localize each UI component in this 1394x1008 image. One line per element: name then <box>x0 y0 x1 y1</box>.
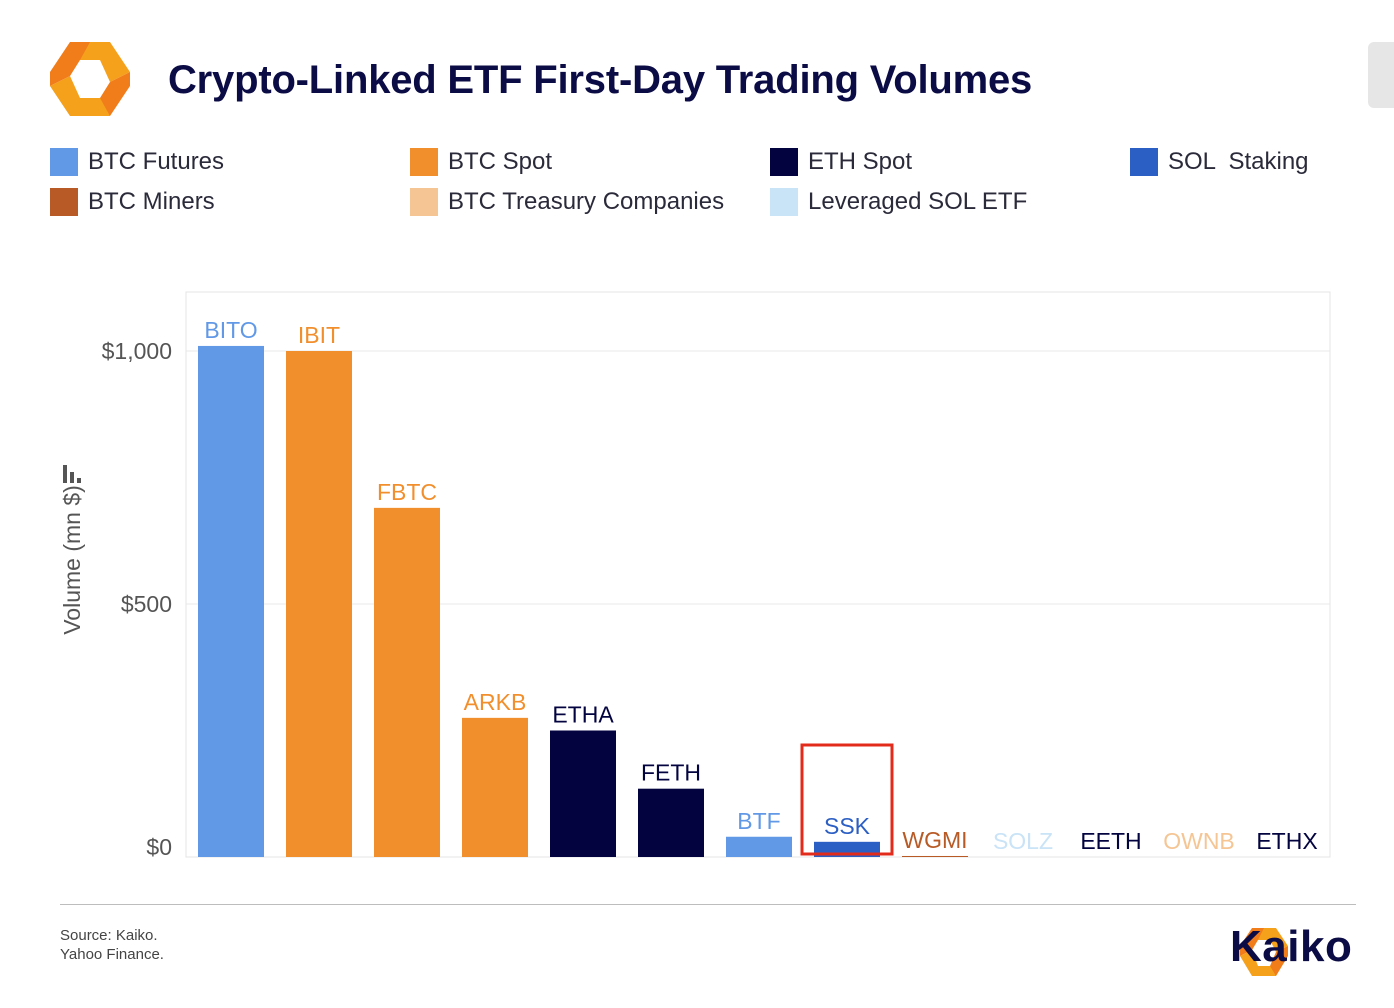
legend-swatch <box>770 188 798 216</box>
legend-label: BTC Treasury Companies <box>448 188 725 215</box>
legend-item: BTC Spot <box>410 148 552 176</box>
bar-label: BTF <box>737 808 780 834</box>
bar-label: FBTC <box>377 479 437 505</box>
bar-label: EETH <box>1080 828 1141 854</box>
legend-swatch <box>50 188 78 216</box>
legend-label: Leveraged SOL ETF <box>808 188 1028 215</box>
legend-item: BTC Treasury Companies <box>410 188 724 216</box>
bar-bito <box>198 345 264 857</box>
bar-label: ARKB <box>464 689 527 715</box>
legend-swatch <box>770 148 798 176</box>
legend-item: BTC Futures <box>50 148 224 176</box>
highlight-box <box>800 743 894 856</box>
legend-item: ETH Spot <box>770 148 912 176</box>
legend-swatch <box>410 148 438 176</box>
source-line-1: Source: Kaiko. <box>60 927 158 944</box>
bar-chart-icon <box>63 465 81 483</box>
bar-wgmi <box>902 855 968 857</box>
bar-btf <box>726 836 792 857</box>
corner-decoration <box>1368 42 1394 108</box>
kaiko-brand-icon <box>1240 928 1288 976</box>
footer-divider <box>60 904 1356 905</box>
legend-item: BTC Miners <box>50 188 215 216</box>
legend-swatch <box>50 148 78 176</box>
bar-label: BITO <box>204 317 257 343</box>
bar-label: WGMI <box>902 827 967 853</box>
legend-item: Leveraged SOL ETF <box>770 188 1027 216</box>
legend-label: SOL Staking <box>1168 148 1309 175</box>
legend-label: BTC Spot <box>448 148 553 175</box>
y-tick-label: $0 <box>146 834 172 860</box>
bar-ibit <box>286 351 352 857</box>
bar-label: FETH <box>641 760 701 786</box>
bar-label: OWNB <box>1163 828 1235 854</box>
legend-item: SOL Staking <box>1130 148 1309 176</box>
kaiko-logo-icon <box>50 42 130 116</box>
bar-label: SSK <box>824 813 871 839</box>
bar-label: IBIT <box>298 322 340 348</box>
y-tick-label: $500 <box>121 591 172 617</box>
source-line-2: Yahoo Finance. <box>60 946 164 963</box>
y-tick-label: $1,000 <box>102 338 172 364</box>
bar-label: SOLZ <box>993 828 1053 854</box>
legend-label: BTC Miners <box>88 188 215 215</box>
legend-swatch <box>1130 148 1158 176</box>
bar-etha <box>550 730 616 857</box>
y-axis-label: Volume (mn $) <box>59 485 85 635</box>
bar-fbtc <box>374 507 440 857</box>
legend-label: ETH Spot <box>808 148 913 175</box>
bar-label: ETHX <box>1256 828 1317 854</box>
bar-feth <box>638 788 704 857</box>
source-note: Source: Kaiko. Yahoo Finance. <box>60 926 164 964</box>
brand-wordmark: Kaiko <box>1230 922 1353 971</box>
legend-label: BTC Futures <box>88 148 225 175</box>
legend-swatch <box>410 188 438 216</box>
page-title: Crypto-Linked ETF First-Day Trading Volu… <box>168 58 1033 102</box>
plot-frame <box>185 291 1331 858</box>
bar-label: ETHA <box>552 702 614 728</box>
bar-arkb <box>462 717 528 857</box>
